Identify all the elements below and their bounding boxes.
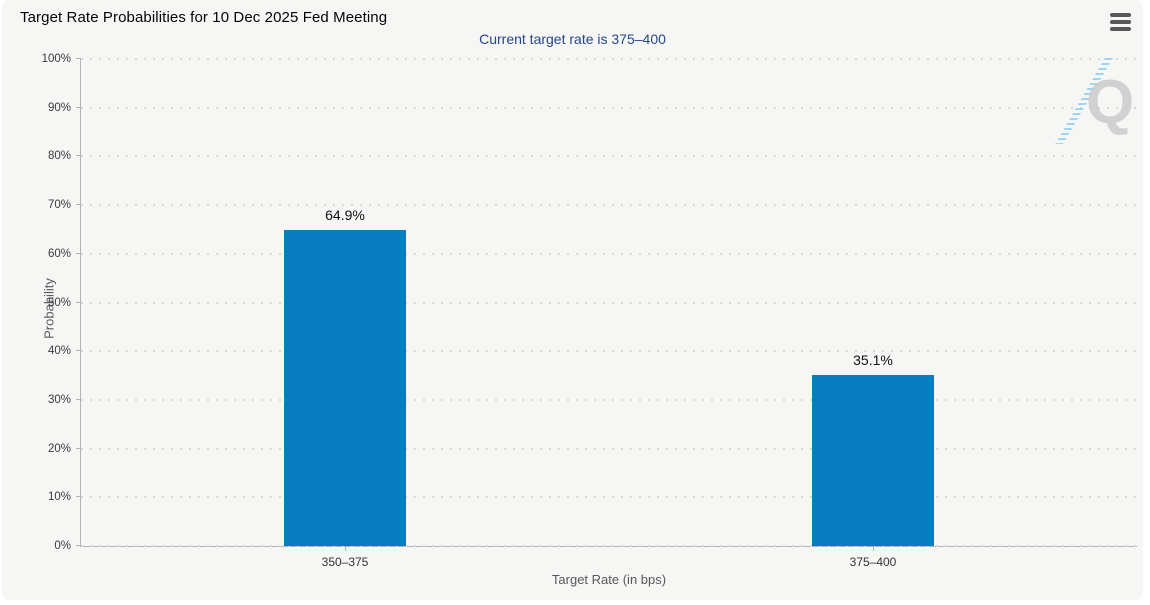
gridline: [81, 496, 1137, 499]
y-tick-mark: [76, 301, 81, 303]
hamburger-icon: [1109, 20, 1131, 24]
x-tick-mark: [345, 546, 346, 551]
gridline: [81, 252, 1137, 255]
gridline: [81, 301, 1137, 304]
gridline: [81, 350, 1137, 353]
bar-1[interactable]: [284, 229, 406, 546]
y-tick-label: 70%: [47, 199, 71, 212]
y-tick-label: 100%: [41, 53, 71, 65]
x-axis-title: Target Rate (in bps): [551, 572, 667, 587]
gridline: [81, 398, 1137, 401]
gridline: [81, 545, 1137, 547]
y-tick-mark: [76, 496, 81, 498]
x-tick-mark: [873, 546, 874, 551]
bar-value-label: 64.9%: [325, 206, 365, 223]
y-tick-label: 0%: [54, 540, 71, 552]
y-tick-mark: [76, 447, 81, 449]
y-tick-label: 10%: [47, 491, 71, 504]
bar-2[interactable]: [812, 375, 934, 546]
hamburger-icon: [1109, 27, 1131, 31]
gridline: [81, 204, 1137, 207]
y-tick-mark: [76, 106, 81, 108]
y-tick-mark: [76, 545, 81, 546]
gridline: [81, 155, 1137, 158]
y-tick-label: 20%: [47, 442, 71, 455]
chart-menu-button[interactable]: [1105, 11, 1135, 33]
bar-value-label: 35.1%: [853, 352, 893, 369]
x-category-label: 350–375: [321, 555, 369, 569]
plot-area: Probability Target Rate (in bps) 0% 10% 20…: [42, 53, 1137, 587]
chart-title: Target Rate Probabilities for 10 Dec 202…: [20, 9, 388, 26]
chart-subtitle: Current target rate is 375–400: [479, 31, 666, 47]
y-tick-mark: [76, 204, 81, 206]
gridline: [81, 447, 1137, 450]
gridline: [81, 106, 1137, 109]
y-tick-label: 80%: [47, 150, 71, 163]
hamburger-icon: [1109, 13, 1131, 17]
y-tick-label: 40%: [47, 345, 71, 358]
y-tick-label: 60%: [47, 247, 71, 260]
y-tick-mark: [76, 58, 81, 59]
y-tick-mark: [76, 398, 81, 400]
gridline: [81, 58, 1137, 60]
y-tick-mark: [76, 252, 81, 254]
y-tick-label: 30%: [47, 393, 71, 406]
y-tick-label: 50%: [47, 296, 71, 309]
y-tick-mark: [76, 350, 81, 352]
y-tick-label: 90%: [47, 101, 71, 114]
x-category-label: 375–400: [849, 555, 897, 569]
y-tick-mark: [76, 155, 81, 157]
